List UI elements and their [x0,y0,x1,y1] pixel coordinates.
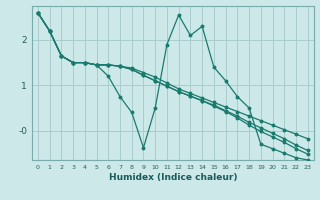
X-axis label: Humidex (Indice chaleur): Humidex (Indice chaleur) [108,173,237,182]
